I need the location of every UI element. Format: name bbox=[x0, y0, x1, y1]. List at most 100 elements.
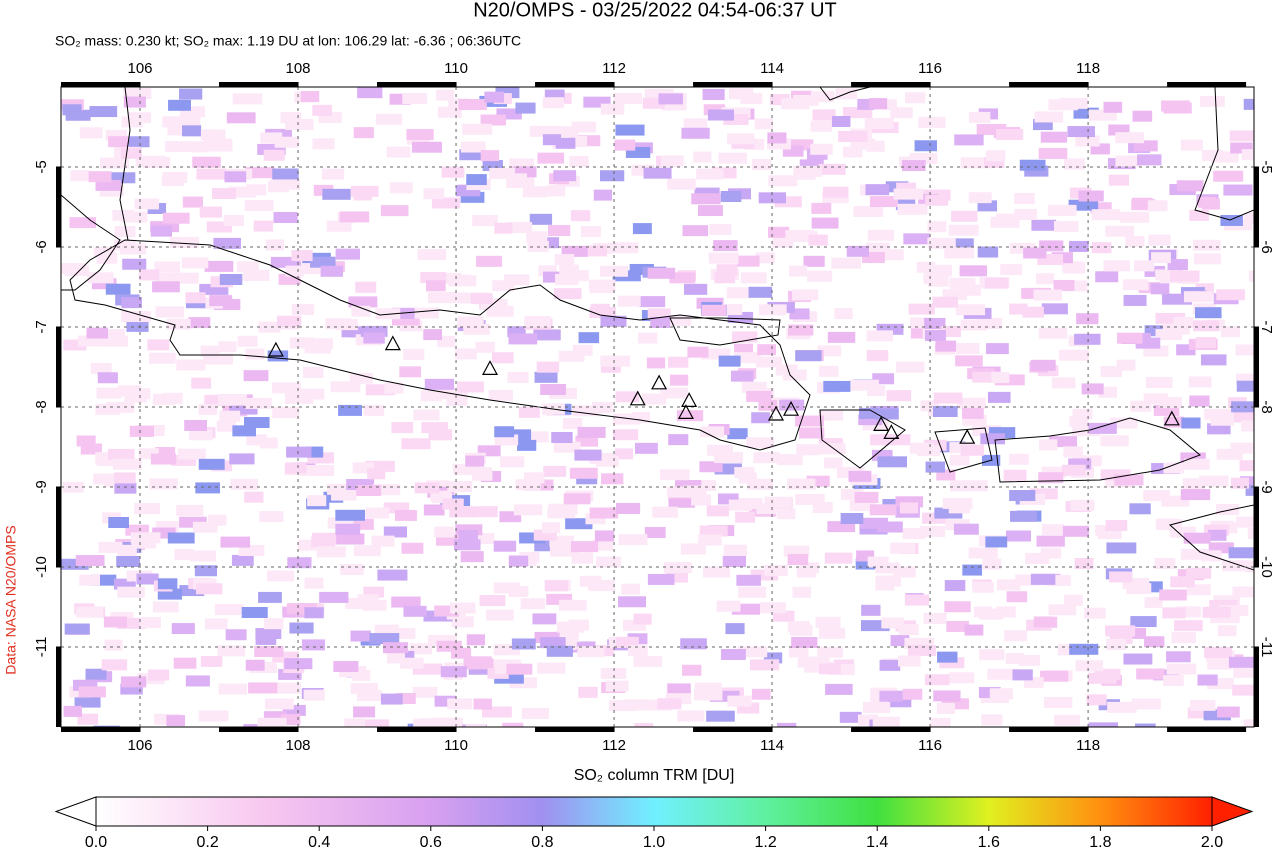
so2-pixel bbox=[413, 718, 442, 727]
so2-pixel bbox=[879, 690, 903, 702]
so2-pixel bbox=[700, 426, 725, 438]
so2-pixel bbox=[335, 509, 365, 521]
so2-pixel bbox=[589, 307, 616, 319]
so2-pixel bbox=[1143, 393, 1168, 405]
so2-pixel bbox=[319, 591, 349, 603]
so2-pixel bbox=[901, 160, 926, 172]
volcano-marker bbox=[651, 374, 668, 390]
so2-pixel bbox=[1207, 678, 1234, 690]
so2-pixel bbox=[727, 695, 752, 707]
graticule bbox=[61, 87, 1254, 727]
so2-pixel bbox=[540, 637, 566, 649]
so2-pixel bbox=[86, 327, 108, 339]
y-tick-label: -8 bbox=[33, 400, 50, 413]
so2-pixel bbox=[245, 659, 265, 671]
so2-pixel bbox=[990, 216, 1020, 228]
so2-pixel bbox=[985, 150, 1006, 162]
so2-pixel bbox=[447, 698, 473, 710]
so2-pixel bbox=[772, 236, 794, 248]
so2-pixel bbox=[1058, 349, 1089, 361]
so2-pixel bbox=[274, 136, 300, 148]
so2-pixel bbox=[682, 664, 702, 676]
so2-pixel bbox=[1245, 484, 1254, 496]
so2-pixel bbox=[492, 280, 515, 292]
so2-pixel bbox=[795, 493, 825, 505]
so2-pixel bbox=[977, 200, 998, 212]
so2-pixel bbox=[554, 253, 575, 265]
so2-pixel bbox=[198, 403, 218, 415]
so2-pixel bbox=[969, 111, 991, 123]
frame-bar bbox=[61, 727, 141, 732]
so2-pixel bbox=[1130, 400, 1152, 412]
volcano-marker bbox=[1163, 410, 1180, 426]
so2-pixel bbox=[1241, 149, 1254, 161]
so2-pixel bbox=[1166, 663, 1197, 675]
so2-pixel bbox=[348, 296, 378, 308]
so2-pixel bbox=[138, 448, 159, 460]
so2-pixel bbox=[767, 226, 790, 238]
so2-pixel bbox=[1155, 312, 1186, 324]
so2-pixel bbox=[754, 118, 773, 130]
so2-pixel bbox=[367, 468, 386, 480]
so2-pixel bbox=[484, 91, 504, 103]
so2-pixel bbox=[877, 521, 903, 533]
so2-pixel bbox=[925, 461, 946, 473]
so2-pixel bbox=[579, 575, 602, 587]
so2-pixel bbox=[455, 348, 477, 360]
so2-pixel bbox=[859, 523, 888, 535]
so2-pixel bbox=[1123, 294, 1147, 306]
so2-pixel bbox=[78, 686, 106, 698]
so2-pixel bbox=[1062, 261, 1084, 273]
so2-pixel bbox=[455, 185, 481, 197]
so2-pixel bbox=[384, 382, 404, 394]
so2-pixel bbox=[905, 92, 926, 104]
so2-pixel bbox=[356, 690, 383, 702]
frame-bar bbox=[1254, 167, 1259, 247]
so2-pixel bbox=[1030, 573, 1056, 585]
so2-pixel bbox=[149, 352, 176, 364]
so2-pixel bbox=[1040, 670, 1069, 682]
so2-pixel bbox=[446, 394, 468, 406]
so2-pixel bbox=[1235, 344, 1254, 356]
so2-pixel bbox=[898, 655, 921, 667]
so2-pixel bbox=[1046, 574, 1071, 586]
so2-pixel bbox=[546, 593, 573, 605]
so2-pixel bbox=[451, 647, 472, 659]
so2-pixel bbox=[1241, 420, 1254, 432]
so2-pixel bbox=[925, 265, 952, 277]
so2-pixel bbox=[191, 377, 212, 389]
so2-pixel bbox=[389, 182, 413, 194]
so2-pixel bbox=[481, 706, 512, 718]
title: N20/OMPS - 03/25/2022 04:54-06:37 UT bbox=[473, 0, 837, 21]
so2-pixel bbox=[305, 446, 324, 458]
so2-pixel bbox=[875, 408, 899, 420]
plot-area bbox=[61, 87, 1254, 727]
so2-pixel bbox=[226, 112, 256, 124]
so2-pixel bbox=[1035, 273, 1055, 285]
so2-pixel bbox=[101, 659, 128, 671]
so2-pixel bbox=[1201, 198, 1220, 210]
so2-pixel bbox=[1233, 666, 1254, 678]
so2-pixel bbox=[1130, 616, 1157, 628]
so2-pixel bbox=[856, 550, 875, 562]
so2-pixel bbox=[179, 585, 205, 597]
so2-pixel bbox=[968, 192, 992, 204]
so2-pixel bbox=[287, 557, 312, 569]
so2-pixel bbox=[924, 674, 950, 686]
so2-pixel bbox=[383, 526, 408, 538]
so2-pixel bbox=[720, 648, 746, 660]
so2-pixel bbox=[399, 657, 424, 669]
so2-pixel bbox=[788, 324, 814, 336]
so2-pixel bbox=[1040, 547, 1062, 559]
so2-pixel bbox=[258, 591, 282, 603]
so2-pixel bbox=[1218, 605, 1249, 617]
so2-pixel bbox=[979, 649, 1005, 661]
so2-pixel bbox=[1182, 478, 1205, 490]
so2-pixel bbox=[1243, 719, 1254, 727]
so2-pixel bbox=[471, 533, 495, 545]
so2-pixel bbox=[701, 348, 731, 360]
so2-pixel bbox=[360, 325, 388, 337]
so2-pixel bbox=[350, 185, 379, 197]
so2-pixel bbox=[173, 657, 197, 669]
so2-pixel bbox=[1123, 653, 1153, 665]
